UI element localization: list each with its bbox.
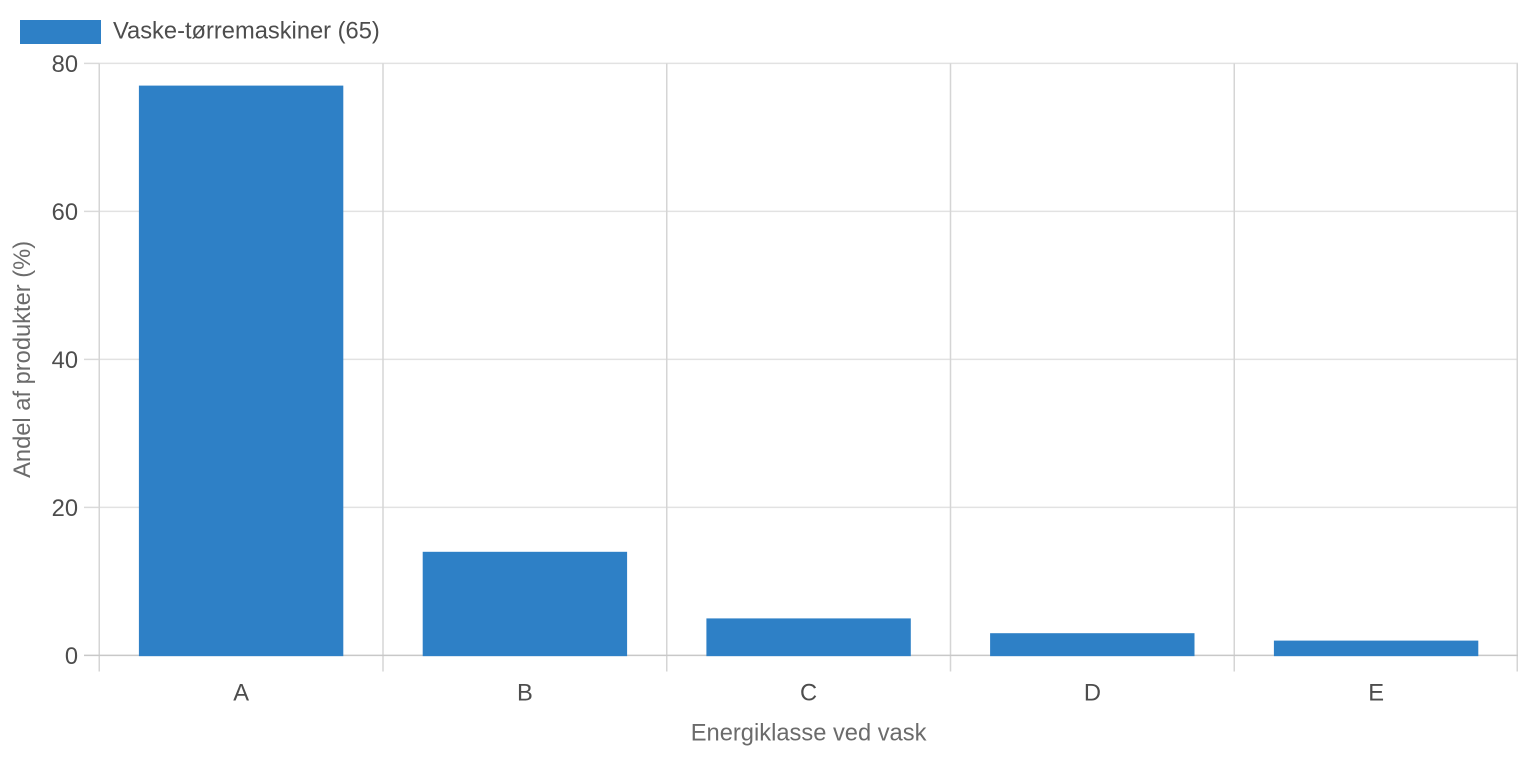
- svg-text:0: 0: [65, 644, 78, 670]
- svg-text:D: D: [1084, 680, 1101, 706]
- svg-text:40: 40: [52, 348, 78, 374]
- svg-text:Energiklasse ved vask: Energiklasse ved vask: [691, 721, 927, 747]
- svg-text:80: 80: [52, 52, 78, 78]
- svg-text:A: A: [233, 680, 249, 706]
- svg-text:Andel af produkter (%): Andel af produkter (%): [10, 241, 36, 478]
- svg-text:20: 20: [52, 496, 78, 522]
- svg-text:C: C: [800, 680, 817, 706]
- svg-text:Vaske-tørremaskiner (65): Vaske-tørremaskiner (65): [113, 18, 380, 44]
- svg-text:60: 60: [52, 200, 78, 226]
- svg-text:B: B: [517, 680, 533, 706]
- svg-text:E: E: [1368, 680, 1384, 706]
